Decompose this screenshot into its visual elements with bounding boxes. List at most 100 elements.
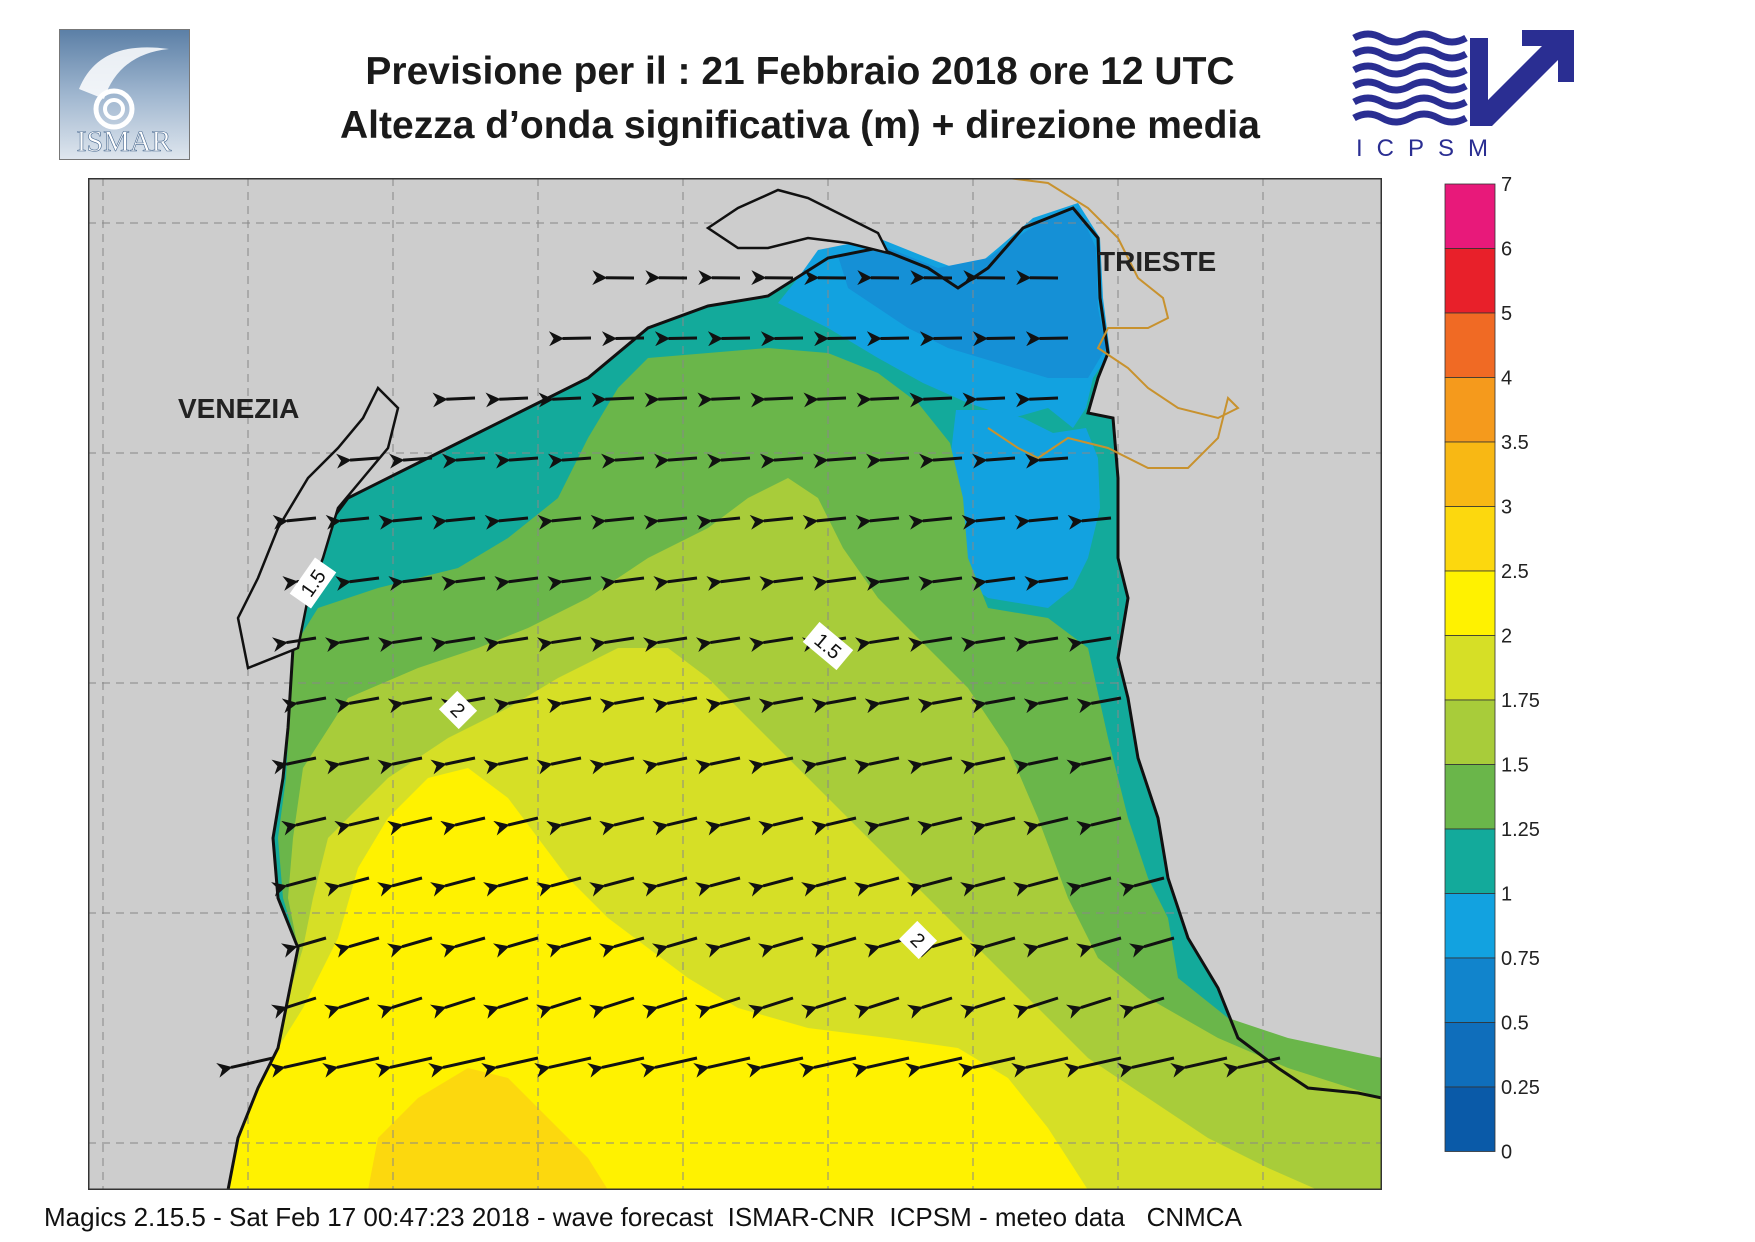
direction-arrow	[800, 996, 847, 1019]
direction-arrow	[813, 331, 857, 347]
direction-arrow	[866, 453, 910, 469]
direction-arrow	[538, 392, 582, 408]
direction-arrow	[1064, 1056, 1122, 1078]
coastline	[226, 206, 1382, 1190]
direction-arrow	[280, 936, 327, 958]
direction-arrow	[749, 636, 794, 653]
direction-arrow	[442, 453, 486, 469]
icpsm-logo-text: ICPSM	[1356, 135, 1502, 162]
direction-arrow	[654, 331, 698, 347]
direction-arrow	[589, 756, 635, 775]
direction-arrow	[485, 392, 529, 408]
direction-arrow	[324, 876, 370, 897]
direction-arrow	[855, 514, 900, 530]
legend-value-label: 2.5	[1501, 561, 1529, 583]
legend-value-label: 3	[1501, 497, 1512, 519]
direction-arrow	[333, 936, 380, 958]
direction-arrow	[1067, 636, 1112, 653]
map-grid	[88, 178, 1382, 1190]
direction-arrow	[484, 636, 529, 653]
ismar-logo: ISMAR	[59, 29, 190, 160]
direction-arrow	[377, 756, 423, 775]
legend-value-label: 0.75	[1501, 948, 1540, 970]
direction-arrow	[865, 576, 910, 591]
direction-arrow	[696, 636, 741, 653]
legend-swatch-8	[1444, 699, 1496, 765]
legend-value-label: 3.5	[1501, 432, 1529, 454]
contour-label-4: 2	[898, 920, 938, 960]
direction-arrow	[590, 514, 635, 530]
direction-arrow	[441, 576, 486, 591]
direction-arrow	[705, 696, 751, 714]
direction-arrow	[961, 514, 1006, 530]
legend-value-label: 0.25	[1501, 1077, 1540, 1099]
direction-arrow	[336, 453, 380, 469]
direction-arrow	[599, 696, 645, 714]
direction-arrow	[853, 996, 900, 1019]
direction-arrow	[493, 696, 539, 714]
direction-arrow	[694, 996, 741, 1019]
direction-arrow	[378, 636, 423, 653]
direction-arrow	[801, 756, 847, 775]
direction-arrow	[324, 756, 370, 775]
direction-arrow	[537, 636, 582, 653]
trieste-label: TRIESTE	[1098, 246, 1216, 277]
legend-swatch-2	[1444, 312, 1496, 378]
direction-arrow	[707, 453, 751, 469]
legend-value-label: 0	[1501, 1142, 1512, 1164]
direction-arrow	[653, 576, 698, 591]
direction-arrow	[271, 876, 317, 897]
direction-arrow	[1023, 696, 1069, 714]
direction-arrow	[269, 1056, 327, 1078]
direction-arrow	[375, 1056, 433, 1078]
direction-arrow	[750, 392, 794, 408]
legend-value-label: 2	[1501, 626, 1512, 648]
direction-arrow	[810, 936, 857, 958]
direction-arrow	[642, 756, 688, 775]
direction-arrow	[906, 996, 953, 1019]
direction-arrow	[492, 936, 539, 958]
direction-arrow	[494, 576, 539, 591]
direction-arrow	[493, 816, 539, 836]
direction-arrow	[589, 876, 635, 897]
direction-arrow	[696, 514, 741, 530]
direction-arrow	[535, 996, 582, 1019]
direction-arrow	[972, 331, 1016, 347]
direction-arrow	[856, 392, 900, 408]
direction-arrow	[548, 331, 592, 347]
contour-label-3: 2	[438, 690, 478, 730]
direction-arrow	[545, 936, 592, 958]
direction-arrow	[654, 453, 698, 469]
direction-arrow	[908, 636, 953, 653]
color-legend: 7 6 5 4 3.5 3 2.5 2 1.75 1.5 1.25 1 0.75 0.5 0.25 0	[1444, 174, 1540, 1164]
direction-arrow	[651, 936, 698, 958]
direction-arrow	[428, 1056, 486, 1078]
footer-credits: Magics 2.15.5 - Sat Feb 17 00:47:23 2018…	[44, 1202, 1242, 1232]
legend-value-label: 5	[1501, 303, 1512, 325]
legend-swatch-11	[1444, 893, 1496, 959]
direction-arrow	[495, 453, 539, 469]
direction-arrow	[1014, 514, 1059, 530]
direction-arrow	[482, 996, 529, 1019]
direction-arrow	[323, 996, 370, 1019]
direction-arrow	[854, 756, 900, 775]
direction-arrow	[601, 331, 645, 347]
legend-value-label: 1.75	[1501, 690, 1540, 712]
direction-arrow	[389, 453, 433, 469]
direction-arrow	[429, 996, 476, 1019]
direction-arrow	[1012, 996, 1059, 1019]
direction-arrow	[481, 1056, 539, 1078]
direction-arrow	[909, 392, 953, 408]
legend-swatch-13	[1444, 1022, 1496, 1088]
direction-arrow	[812, 576, 857, 591]
direction-arrow	[760, 453, 804, 469]
direction-arrow	[695, 876, 741, 897]
direction-arrow	[1076, 816, 1122, 836]
direction-arrow	[905, 1056, 963, 1078]
legend-value-label: 1	[1501, 884, 1512, 906]
direction-arrow	[334, 696, 380, 714]
direction-arrow	[866, 331, 910, 347]
direction-arrow	[707, 331, 751, 347]
direction-arrow	[378, 514, 423, 530]
direction-arrow	[376, 996, 423, 1019]
